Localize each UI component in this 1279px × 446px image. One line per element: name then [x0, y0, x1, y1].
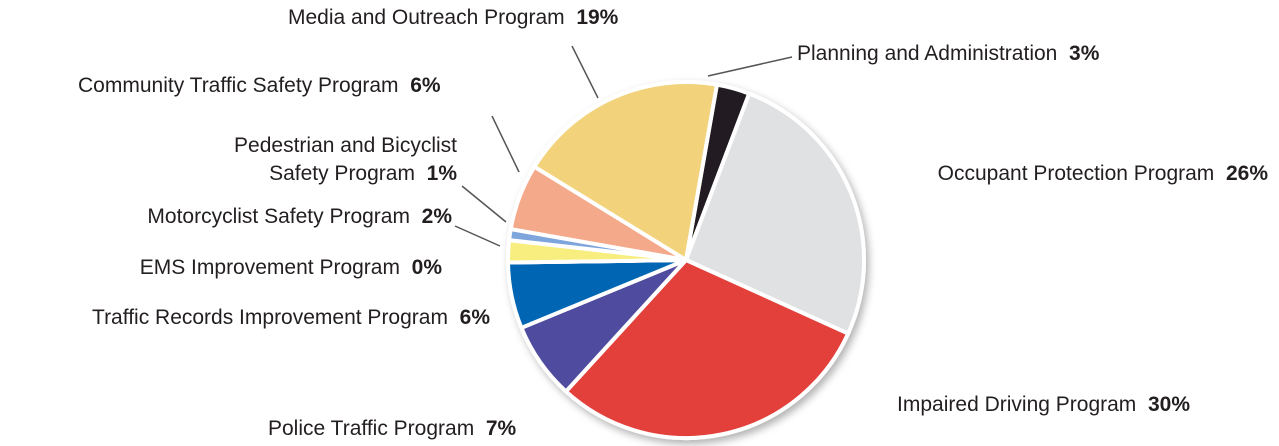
slice-label: EMS Improvement Program 0%: [140, 254, 442, 282]
slice-label: Traffic Records Improvement Program 6%: [92, 304, 490, 332]
slice-value: 6%: [410, 74, 441, 97]
slice-label: Occupant Protection Program 26%: [938, 160, 1268, 188]
slice-label: Community Traffic Safety Program 6%: [78, 72, 441, 100]
slice-label: Planning and Administration 3%: [797, 40, 1099, 68]
slice-name: Police Traffic Program: [268, 417, 475, 440]
leader-line: [491, 115, 520, 173]
slice-label: Pedestrian and Bicyclist Safety Program …: [192, 132, 457, 188]
leader-lines: [454, 45, 793, 247]
slice-name: Impaired Driving Program: [897, 393, 1137, 416]
slice-name: Motorcyclist Safety Program: [147, 205, 410, 228]
pie-slice: [684, 91, 866, 336]
pie: [506, 80, 866, 440]
slice-value: 1%: [426, 162, 457, 185]
slice-value: 0%: [411, 256, 442, 279]
slice-name: Pedestrian and Bicyclist Safety Program: [234, 134, 457, 185]
slice-value: 7%: [485, 417, 517, 440]
slice-value: 30%: [1147, 393, 1190, 416]
slice-name: Traffic Records Improvement Program: [92, 306, 448, 329]
leader-line: [571, 45, 599, 99]
slice-label: Motorcyclist Safety Program 2%: [147, 203, 452, 231]
leader-line: [707, 56, 793, 77]
slice-value: 2%: [421, 205, 452, 228]
slice-name: Media and Outreach Program: [288, 6, 565, 29]
slice-name: EMS Improvement Program: [139, 256, 400, 279]
slice-value: 6%: [459, 306, 490, 329]
slice-name: Community Traffic Safety Program: [78, 74, 399, 97]
slice-value: 26%: [1225, 162, 1268, 185]
slice-value: 19%: [576, 6, 619, 29]
slice-label: Police Traffic Program 7%: [268, 415, 516, 443]
slice-name: Occupant Protection Program: [937, 162, 1215, 185]
leader-line: [461, 185, 507, 223]
slice-label: Media and Outreach Program 19%: [288, 4, 618, 32]
slice-value: 3%: [1069, 42, 1100, 65]
slice-label: Impaired Driving Program 30%: [897, 391, 1190, 419]
pie-slice: [563, 258, 851, 440]
leader-line: [454, 225, 501, 247]
pie-slice: [532, 80, 719, 262]
slice-name: Planning and Administration: [797, 42, 1058, 65]
